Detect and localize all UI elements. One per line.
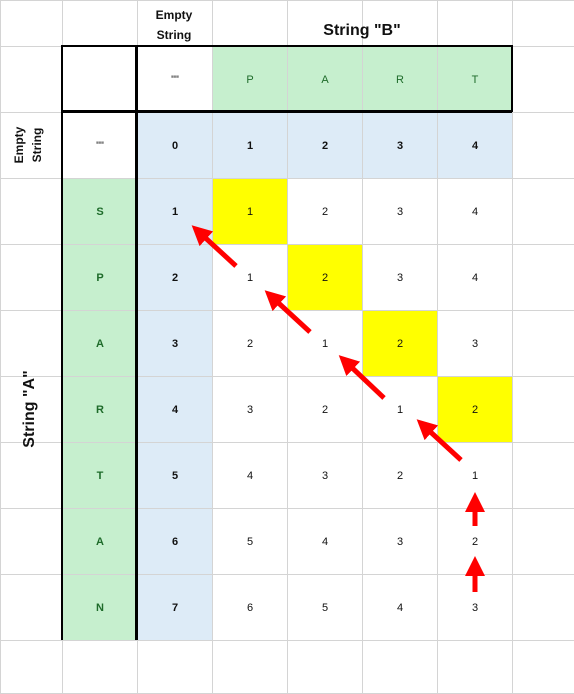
matrix-cell: 2 — [363, 311, 437, 376]
matrix-cell: 4 — [213, 443, 287, 508]
matrix-cell: 4 — [438, 245, 512, 310]
matrix-cell: 7 — [138, 575, 212, 640]
string-a-char: T — [63, 443, 137, 508]
matrix-cell: 3 — [288, 443, 362, 508]
matrix-cell: 4 — [438, 179, 512, 244]
matrix-cell: 3 — [138, 311, 212, 376]
matrix-cell: 1 — [288, 311, 362, 376]
grid-column-line — [0, 0, 1, 693]
empty-string-side-header: Empty String — [12, 126, 44, 164]
matrix-cell: 2 — [438, 509, 512, 574]
corner-cell — [63, 47, 137, 112]
grid-row-line — [0, 442, 574, 443]
matrix-cell: 3 — [438, 311, 512, 376]
string-b-char: R — [363, 47, 437, 112]
string-a-char: R — [63, 377, 137, 442]
matrix-cell: 3 — [363, 245, 437, 310]
string-b-char: "" — [138, 47, 212, 112]
matrix-cell: 2 — [288, 113, 362, 178]
string-b-char: A — [288, 47, 362, 112]
grid-row-line — [0, 376, 574, 377]
matrix-cell: 4 — [363, 575, 437, 640]
matrix-cell: 2 — [363, 443, 437, 508]
table-border-top — [62, 45, 512, 47]
matrix-cell: 5 — [138, 443, 212, 508]
string-a-char: "" — [63, 113, 137, 178]
grid-row-line — [0, 0, 574, 1]
matrix-cell: 3 — [363, 179, 437, 244]
grid-column-line — [212, 0, 213, 693]
matrix-cell: 4 — [138, 377, 212, 442]
matrix-cell: 5 — [213, 509, 287, 574]
header-separator-horizontal — [62, 110, 512, 113]
grid-row-line — [0, 244, 574, 245]
matrix-cell: 3 — [213, 377, 287, 442]
matrix-cell: 2 — [288, 179, 362, 244]
matrix-cell: 6 — [213, 575, 287, 640]
header-separator-vertical — [135, 45, 138, 640]
matrix-cell: 4 — [288, 509, 362, 574]
grid-row-line — [0, 178, 574, 179]
matrix-cell: 1 — [213, 179, 287, 244]
string-a-char: P — [63, 245, 137, 310]
grid-column-line — [437, 0, 438, 693]
string-a-char: A — [63, 509, 137, 574]
grid-column-line — [362, 0, 363, 693]
matrix-cell: 1 — [438, 443, 512, 508]
string-a-char: S — [63, 179, 137, 244]
matrix-cell: 1 — [138, 179, 212, 244]
string-b-char: P — [213, 47, 287, 112]
matrix-cell: 2 — [138, 245, 212, 310]
matrix-cell: 2 — [288, 377, 362, 442]
empty-string-top-header: Empty String — [155, 8, 193, 42]
matrix-cell: 1 — [363, 377, 437, 442]
table-border-left — [61, 45, 63, 640]
string-b-title: String "B" — [323, 22, 401, 39]
matrix-cell: 6 — [138, 509, 212, 574]
grid-column-line — [512, 0, 513, 693]
matrix-cell: 2 — [438, 377, 512, 442]
string-a-char: A — [63, 311, 137, 376]
grid-row-line — [0, 508, 574, 509]
string-a-char: N — [63, 575, 137, 640]
matrix-cell: 1 — [213, 245, 287, 310]
string-a-title: String "A" — [21, 370, 38, 448]
matrix-cell: 3 — [363, 113, 437, 178]
string-b-char: T — [438, 47, 512, 112]
table-border-right-header — [511, 45, 513, 112]
grid-column-line — [287, 0, 288, 693]
matrix-cell: 3 — [438, 575, 512, 640]
matrix-cell: 1 — [213, 113, 287, 178]
matrix-cell: 5 — [288, 575, 362, 640]
grid-row-line — [0, 574, 574, 575]
matrix-cell: 2 — [213, 311, 287, 376]
matrix-cell: 3 — [363, 509, 437, 574]
grid-row-line — [0, 640, 574, 641]
matrix-cell: 4 — [438, 113, 512, 178]
matrix-cell: 0 — [138, 113, 212, 178]
matrix-cell: 2 — [288, 245, 362, 310]
